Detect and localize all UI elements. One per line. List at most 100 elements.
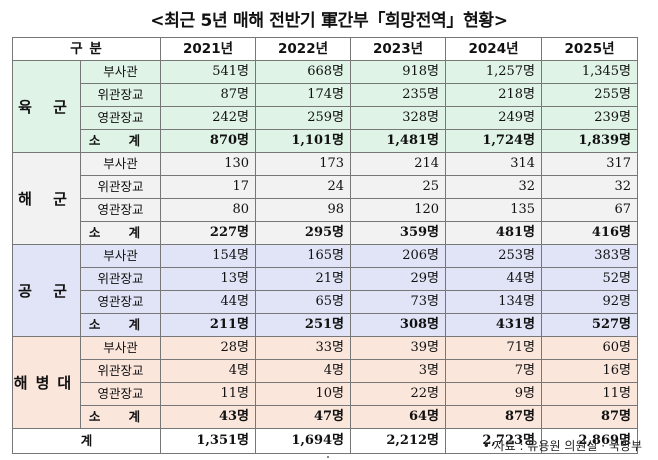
value-cell: 1,481명 (350, 129, 447, 153)
value-cell: 1,724명 (445, 129, 543, 153)
value-cell: 253명 (445, 244, 543, 268)
branch-name: 해병대 (12, 336, 81, 429)
subtotal-row: 소 계 211명 251명 308명 431명 527명 (13, 313, 639, 337)
source-note: • 자료 : 유용원 의원실 · 국방부 (482, 439, 642, 453)
value-cell: 218명 (445, 83, 543, 107)
value-cell: 64명 (350, 405, 447, 429)
discharge-table: 구 분 2021년 2022년 2023년 2024년 2025년 육 군 부사관… (11, 37, 639, 454)
value-cell: 22명 (350, 382, 447, 406)
total-cell: 2,212명 (350, 428, 447, 454)
total-cell: 2,723명 (445, 428, 543, 454)
value-cell: 11명 (541, 382, 639, 406)
value-cell: 17 (160, 175, 257, 199)
value-cell: 29명 (350, 267, 447, 291)
row-label: 소 계 (79, 129, 162, 153)
value-cell: 235명 (350, 83, 447, 107)
value-cell: 44명 (160, 290, 257, 314)
row-label: 위관장교 (79, 267, 162, 291)
row-label: 소 계 (79, 405, 162, 429)
total-cell: 2,869명 (541, 428, 639, 454)
branch-name: 해 군 (12, 152, 81, 245)
value-cell: 134명 (445, 290, 543, 314)
header-year: 2023년 (350, 37, 447, 61)
table-row: 영관장교 242명 259명 328명 249명 239명 (13, 106, 639, 130)
value-cell: 1,257명 (445, 60, 543, 84)
value-cell: 9명 (445, 382, 543, 406)
value-cell: 527명 (541, 313, 639, 337)
value-cell: 52명 (541, 267, 639, 291)
branch-name: 공 군 (12, 244, 81, 337)
value-cell: 120 (350, 198, 447, 222)
subtotal-row: 소 계 870명 1,101명 1,481명 1,724명 1,839명 (13, 129, 639, 153)
value-cell: 308명 (350, 313, 447, 337)
row-label: 위관장교 (79, 83, 162, 107)
table-row: 공 군 부사관 154명 165명 206명 253명 383명 (12, 244, 639, 337)
value-cell: 71명 (445, 336, 543, 360)
value-cell: 11명 (160, 382, 257, 406)
header-year: 2021년 (160, 37, 257, 61)
value-cell: 13명 (160, 267, 257, 291)
value-cell: 918명 (350, 60, 447, 84)
value-cell: 21명 (255, 267, 352, 291)
total-label: 계 (11, 428, 162, 454)
header-row: 구 분 2021년 2022년 2023년 2024년 2025년 (11, 37, 639, 61)
value-cell: 43명 (160, 405, 257, 429)
value-cell: 227명 (160, 221, 257, 245)
row-label: 위관장교 (79, 359, 162, 383)
value-cell: 130 (160, 152, 257, 176)
row-label: 부사관 (79, 60, 162, 84)
header-year: 2025년 (541, 37, 639, 61)
value-cell: 173 (255, 152, 352, 176)
value-cell: 47명 (255, 405, 352, 429)
value-cell: 67 (541, 198, 639, 222)
value-cell: 7명 (445, 359, 543, 383)
value-cell: 73명 (350, 290, 447, 314)
row-label: 소 계 (79, 313, 162, 337)
branch-name: 육 군 (12, 60, 81, 153)
value-cell: 165명 (255, 244, 352, 268)
value-cell: 259명 (255, 106, 352, 130)
value-cell: 206명 (350, 244, 447, 268)
value-cell: 1,345명 (541, 60, 639, 84)
value-cell: 870명 (160, 129, 257, 153)
row-label: 부사관 (79, 336, 162, 360)
value-cell: 314 (445, 152, 543, 176)
row-label: 영관장교 (79, 382, 162, 406)
value-cell: 135 (445, 198, 543, 222)
value-cell: 481명 (445, 221, 543, 245)
value-cell: 255명 (541, 83, 639, 107)
value-cell: 668명 (255, 60, 352, 84)
value-cell: 87명 (445, 405, 543, 429)
value-cell: 1,839명 (541, 129, 639, 153)
table-row: 영관장교 11명 10명 22명 9명 11명 (13, 382, 639, 406)
value-cell: 39명 (350, 336, 447, 360)
value-cell: 87명 (541, 405, 639, 429)
value-cell: 359명 (350, 221, 447, 245)
table-row: 육 군 부사관 541명 668명 918명 1,257명 1,345명 (12, 60, 639, 153)
header-year: 2022년 (255, 37, 352, 61)
value-cell: 80 (160, 198, 257, 222)
row-label: 위관장교 (79, 175, 162, 199)
value-cell: 24 (255, 175, 352, 199)
value-cell: 251명 (255, 313, 352, 337)
row-label: 소 계 (79, 221, 162, 245)
value-cell: 1,101명 (255, 129, 352, 153)
value-cell: 25 (350, 175, 447, 199)
value-cell: 65명 (255, 290, 352, 314)
value-cell: 92명 (541, 290, 639, 314)
table-row: 위관장교 87명 174명 235명 218명 255명 (13, 83, 639, 107)
row-label: 부사관 (79, 152, 162, 176)
page-title: <최근 5년 매해 전반기 軍간부「희망전역」현황> (150, 11, 508, 31)
value-cell: 32 (541, 175, 639, 199)
value-cell: 98 (255, 198, 352, 222)
value-cell: 87명 (160, 83, 257, 107)
table-row: 위관장교 13명 21명 29명 44명 52명 (13, 267, 639, 291)
footer-dot (327, 456, 329, 458)
value-cell: 32 (445, 175, 543, 199)
subtotal-row: 소 계 227명 295명 359명 481명 416명 (13, 221, 639, 245)
value-cell: 16명 (541, 359, 639, 383)
value-cell: 328명 (350, 106, 447, 130)
table-row: 위관장교 4명 4명 3명 7명 16명 (13, 359, 639, 383)
value-cell: 239명 (541, 106, 639, 130)
value-cell: 28명 (160, 336, 257, 360)
